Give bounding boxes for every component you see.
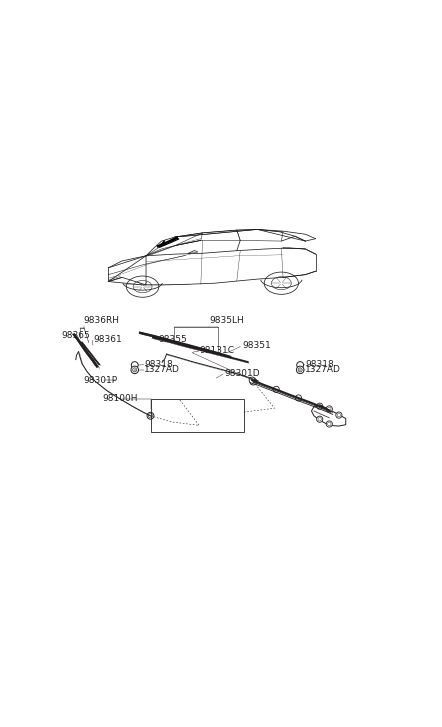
Text: 9836RH: 9836RH bbox=[84, 316, 119, 326]
Circle shape bbox=[316, 403, 323, 409]
Circle shape bbox=[316, 416, 323, 422]
Text: 9835LH: 9835LH bbox=[210, 316, 244, 325]
Text: 98318: 98318 bbox=[144, 360, 173, 369]
Circle shape bbox=[131, 366, 138, 374]
Text: 98318: 98318 bbox=[305, 360, 334, 369]
Text: 1327AD: 1327AD bbox=[305, 366, 341, 374]
Text: 98361: 98361 bbox=[94, 335, 122, 344]
Text: 98100H: 98100H bbox=[103, 394, 138, 403]
Text: 98131C: 98131C bbox=[199, 346, 234, 356]
Text: 98351: 98351 bbox=[242, 341, 271, 350]
Circle shape bbox=[326, 421, 332, 427]
Text: 98365: 98365 bbox=[61, 331, 90, 340]
Circle shape bbox=[250, 378, 257, 385]
Text: 98301P: 98301P bbox=[84, 376, 118, 385]
Circle shape bbox=[326, 406, 332, 412]
Circle shape bbox=[147, 412, 154, 419]
Circle shape bbox=[273, 386, 279, 393]
Text: 1327AD: 1327AD bbox=[144, 366, 180, 374]
Circle shape bbox=[297, 366, 304, 374]
Text: 98355: 98355 bbox=[159, 334, 187, 344]
Circle shape bbox=[336, 412, 342, 418]
Bar bbox=[151, 398, 244, 433]
Circle shape bbox=[295, 395, 301, 401]
Circle shape bbox=[249, 377, 255, 383]
Text: 98301D: 98301D bbox=[225, 369, 260, 378]
